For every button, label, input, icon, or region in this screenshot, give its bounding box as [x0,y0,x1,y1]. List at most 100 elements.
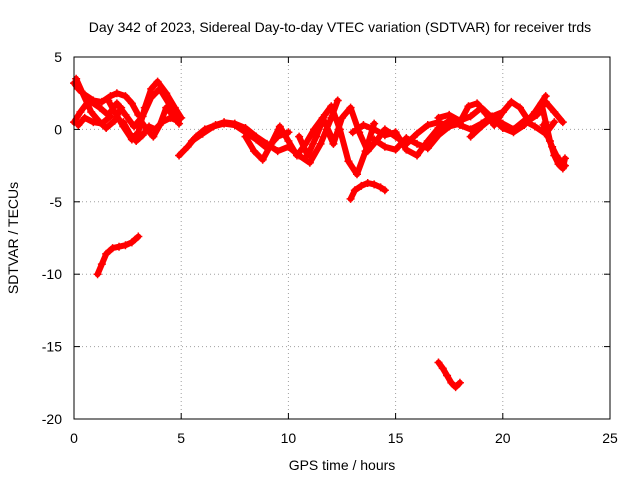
data-point-marker [89,118,98,127]
data-point-marker [344,157,353,166]
data-point-marker [155,121,164,130]
x-tick-label: 10 [281,430,297,446]
data-point-marker [303,151,312,160]
data-point-marker [423,121,432,130]
data-point-marker [363,178,372,187]
data-point-marker [142,125,151,134]
data-point-marker [434,131,443,140]
data-point-marker [552,151,561,160]
data-point-marker [162,89,171,98]
data-point-marker [127,238,136,247]
data-point-marker [455,116,464,125]
data-point-marker [258,155,267,164]
data-point-marker [370,135,379,144]
data-point-marker [477,122,486,131]
data-point-marker [380,186,389,195]
data-point-marker [402,145,411,154]
data-point-marker [466,132,475,141]
data-point-marker [76,108,85,117]
data-point-marker [117,103,126,112]
series-arc-7 [74,112,115,130]
data-point-marker [520,121,529,130]
data-point-marker [97,119,106,128]
data-point-marker [149,132,158,141]
data-point-marker [466,112,475,121]
data-point-marker [95,103,104,112]
data-point-marker [423,144,432,153]
x-tick-label: 20 [495,430,511,446]
data-point-marker [550,108,559,117]
data-point-marker [112,99,121,108]
data-point-marker [80,113,89,122]
data-point-marker [108,244,117,253]
data-point-marker [72,74,81,83]
data-point-marker [119,118,128,127]
data-series [70,74,569,392]
data-point-marker [434,358,443,367]
data-point-marker [498,108,507,117]
data-point-marker [162,103,171,112]
data-point-marker [434,113,443,122]
data-point-marker [252,135,261,144]
data-point-marker [138,131,147,140]
data-point-marker [380,131,389,140]
data-point-marker [443,371,452,380]
data-point-marker [132,136,141,145]
series-arc-10 [241,113,336,164]
data-point-marker [391,145,400,154]
data-point-marker [112,89,121,98]
data-point-marker [187,136,196,145]
data-point-marker [370,180,379,189]
data-point-marker [560,161,569,170]
data-point-marker [560,154,569,163]
data-point-marker [473,99,482,108]
data-point-marker [338,113,346,122]
data-point-marker [363,147,372,156]
data-point-marker [348,128,357,137]
data-point-marker [140,103,149,112]
series-line [137,104,176,140]
x-tick-label: 25 [602,430,618,446]
data-point-marker [353,170,362,179]
data-point-marker [537,99,546,108]
axis-ticks: 0 5 10 15 20 25 5 0 -5 -10 -15 -20 [42,49,618,446]
data-point-marker [530,122,539,131]
x-tick-label: 5 [177,430,185,446]
series-arc-20 [346,178,389,203]
data-point-marker [312,132,321,141]
data-point-marker [273,147,282,156]
data-point-marker [455,378,464,387]
series-arc-21 [93,232,143,279]
data-point-marker [445,122,454,131]
data-point-marker [346,194,355,203]
data-point-marker [104,96,113,105]
data-point-marker [530,108,539,117]
data-point-marker [370,125,379,134]
data-point-marker [357,181,366,190]
data-point-marker [170,103,179,112]
data-point-marker [550,118,559,127]
series-arc-19 [539,121,569,170]
data-point-marker [539,121,548,130]
data-point-marker [292,151,301,160]
data-point-marker [102,123,111,132]
data-point-marker [267,139,276,148]
data-point-marker [97,97,106,106]
data-point-marker [447,378,456,387]
y-tick-label: -20 [42,411,62,427]
x-axis-label: GPS time / hours [289,457,396,473]
grid [74,57,610,419]
data-point-marker [198,129,207,138]
data-point-marker [87,108,96,117]
data-point-marker [466,125,475,134]
series-line [296,103,378,178]
data-point-marker [127,99,136,108]
data-point-marker [316,139,325,148]
data-point-marker [78,89,87,98]
x-tick-label: 0 [70,430,78,446]
data-point-marker [350,186,359,195]
data-point-marker [438,364,447,373]
data-point-marker [515,103,524,112]
series-arc-17 [434,92,550,137]
data-point-marker [413,129,422,138]
